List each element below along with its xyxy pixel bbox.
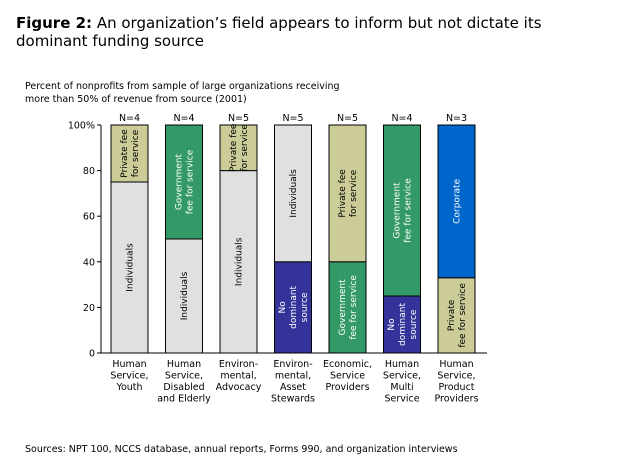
- figure-title: Figure 2: An organization’s field appear…: [16, 14, 606, 50]
- bar-segment: [437, 277, 476, 354]
- bar-segment: [437, 124, 476, 279]
- segment-label: Nodominantsource: [278, 285, 310, 328]
- bar-segment: [219, 124, 258, 172]
- segment-label: Governmentfee for service: [175, 149, 196, 214]
- n-label: N=5: [228, 113, 249, 124]
- segment-label: Corporate: [453, 178, 463, 223]
- bar-segment: [383, 124, 421, 297]
- category-label: Environ-mental, Advocacy: [216, 359, 262, 393]
- category-label: Human Service, Multi Service: [383, 359, 421, 405]
- n-label: N=5: [282, 113, 303, 124]
- bar-segment: [328, 124, 367, 263]
- segment-label: Private feefor service: [229, 123, 250, 172]
- bar-segment: [165, 124, 203, 240]
- y-tick-label: 40: [83, 257, 95, 268]
- segment-label: Individuals: [180, 271, 190, 320]
- n-label: N=4: [391, 113, 412, 124]
- bar-segment: [383, 295, 421, 354]
- y-tick-label: 0: [89, 349, 95, 360]
- segment-label: Governmentfee for service: [338, 275, 359, 340]
- n-label: N=3: [446, 113, 467, 124]
- y-tick-label: 80: [83, 166, 95, 177]
- y-tick-label: 60: [83, 212, 95, 223]
- bar-segment: [328, 261, 367, 354]
- bar-segment: [110, 124, 149, 183]
- segment-label: Private feefor service: [338, 169, 359, 218]
- segment-label: Individuals: [235, 237, 245, 286]
- y-tick-label: 100%: [68, 121, 95, 132]
- segment-label: Individuals: [126, 243, 136, 292]
- source-note: Sources: NPT 100, NCCS database, annual …: [25, 444, 458, 455]
- bar-segment: [219, 170, 258, 354]
- figure-number: Figure 2:: [16, 14, 93, 32]
- n-label: N=5: [337, 113, 358, 124]
- n-label: N=4: [119, 113, 140, 124]
- y-axis-label: Percent of nonprofits from sample of lar…: [25, 81, 340, 105]
- segment-label: Privatefee for service: [447, 283, 468, 348]
- n-label: N=4: [173, 113, 194, 124]
- category-label: Human Service, Disabled and Elderly: [157, 359, 211, 405]
- segment-label: Nodominantsource: [387, 303, 419, 346]
- y-tick-label: 20: [83, 303, 95, 314]
- bar-segment: [274, 261, 312, 354]
- category-label: Human Service, Youth: [110, 359, 148, 393]
- segment-label: Individuals: [289, 169, 299, 218]
- bar-segment: [274, 124, 312, 263]
- category-label: Economic, Service Providers: [323, 359, 372, 393]
- category-label: Human Service, Product Providers: [434, 359, 478, 405]
- segment-label: Private feefor service: [120, 129, 141, 178]
- figure-caption: An organization’s field appears to infor…: [16, 14, 542, 50]
- segment-label: Governmentfee for service: [393, 178, 414, 243]
- category-label: Environ-mental, Asset Stewards: [271, 359, 315, 405]
